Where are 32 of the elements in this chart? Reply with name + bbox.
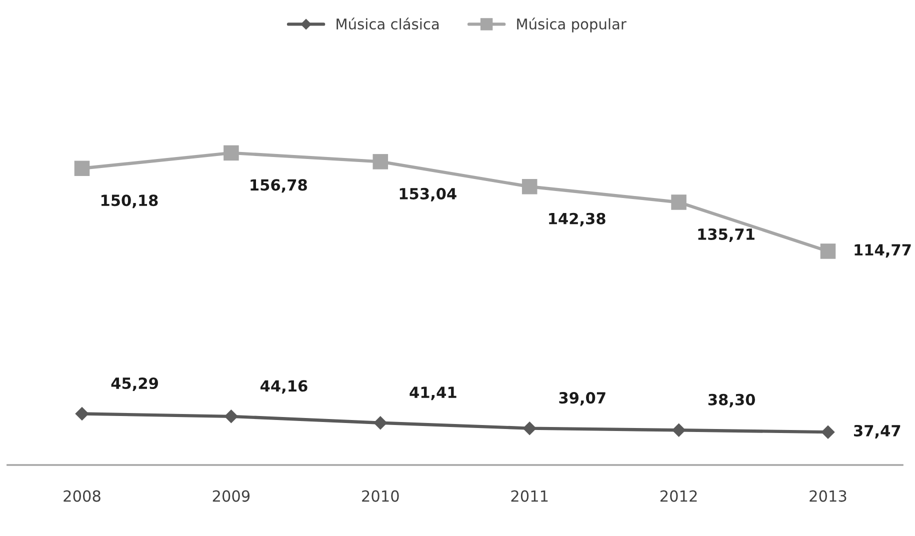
data-label: 142,38 [549,212,606,226]
point [820,244,836,259]
point [522,421,536,436]
point [372,154,388,170]
point [821,425,835,439]
data-label: 156,78 [250,179,307,193]
data-label: 39,07 [559,392,606,406]
point [522,178,538,194]
x-tick-label: 2010 [362,490,399,502]
point [672,423,686,437]
data-label: 37,47 [854,424,900,438]
point [374,416,388,430]
data-label: 150,18 [101,194,158,208]
legend-label: Música clásica [336,18,439,30]
x-tick-label: 2008 [64,490,100,502]
data-label: 38,30 [708,394,756,408]
x-tick-label: 2011 [511,490,548,502]
data-label: 45,29 [111,377,158,391]
x-tick-label: 2013 [810,490,846,502]
point [224,410,238,424]
point [671,194,686,210]
data-label: 44,16 [260,380,308,394]
point [75,406,89,421]
data-label: 114,77 [854,244,911,258]
x-tick-label: 2012 [660,490,697,502]
data-label: 135,71 [698,228,754,242]
x-tick-label: 2009 [212,490,250,502]
data-label: 41,41 [410,386,456,400]
point [74,160,90,176]
point [224,145,239,161]
legend-label: Música popular [517,18,626,32]
data-label: 153,04 [400,188,456,202]
